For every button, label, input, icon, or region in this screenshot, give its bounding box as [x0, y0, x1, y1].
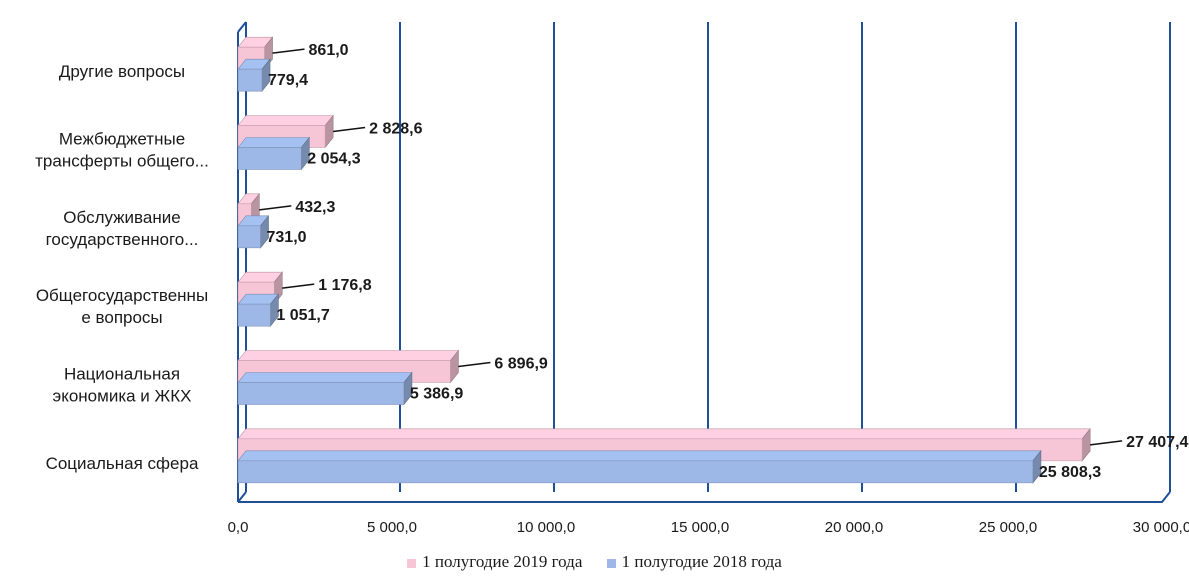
value-label-2019: 2 828,6 — [369, 121, 422, 138]
x-tick-label: 10 000,0 — [517, 519, 575, 536]
category-label: Обслуживание — [63, 208, 180, 227]
bar-top-face — [237, 450, 1042, 462]
leader-line — [259, 205, 292, 211]
bar-top-face — [237, 428, 1091, 440]
bar-chart: Другие вопросы Межбюджетные трансферты общ… — [35, 21, 1189, 536]
bar-top-face — [237, 137, 310, 148]
value-label-2018: 1 051,7 — [276, 307, 329, 324]
category-label: экономика и ЖКХ — [53, 387, 192, 406]
tick-labels: 0,0 5 000,0 10 000,0 15 000,0 20 000,0 25 000… — [228, 519, 1189, 536]
category-label: Межбюджетные — [59, 130, 185, 149]
legend-item-2018: 1 полугодие 2018 года — [606, 552, 782, 572]
value-label-2018: 779,4 — [268, 72, 308, 89]
leader-line — [282, 283, 315, 289]
bar-top-face — [237, 350, 460, 361]
legend-swatch-2018 — [606, 558, 616, 568]
value-label-2018: 25 808,3 — [1039, 464, 1101, 481]
bar-2018 — [237, 225, 261, 249]
legend: 1 полугодие 2019 года 1 полугодие 2018 г… — [0, 552, 1189, 572]
x-tick-label: 20 000,0 — [825, 519, 883, 536]
x-tick-label: 15 000,0 — [671, 519, 729, 536]
value-label-2019: 6 896,9 — [494, 356, 547, 373]
legend-item-2019: 1 полугодие 2019 года — [407, 552, 582, 572]
value-label-2018: 5 386,9 — [410, 386, 463, 403]
category-labels: Другие вопросы Межбюджетные трансферты общ… — [35, 62, 209, 473]
category-label: Национальная — [64, 365, 180, 384]
category-label: Общегосударственны — [36, 286, 208, 305]
value-label-2019: 27 407,4 — [1126, 434, 1188, 451]
bar-2018 — [237, 382, 405, 405]
category-label: трансферты общего... — [35, 152, 209, 171]
leader-line — [272, 48, 305, 54]
category-label: е вопросы — [81, 308, 162, 327]
x-tick-label: 5 000,0 — [367, 519, 417, 536]
value-label-2018: 2 054,3 — [307, 151, 360, 168]
bar-2018 — [237, 147, 302, 170]
value-label-2018: 731,0 — [267, 229, 307, 246]
bars — [237, 36, 1091, 484]
bar-top-face — [237, 115, 334, 126]
category-label: Другие вопросы — [59, 62, 185, 81]
legend-swatch-2019 — [407, 558, 417, 568]
bar-2018 — [237, 68, 263, 92]
bar-top-face — [237, 372, 413, 383]
x-axis-floor — [238, 491, 1171, 503]
x-tick-label: 0,0 — [228, 519, 249, 536]
category-label: Социальная сфера — [46, 454, 199, 473]
floor-depth — [237, 491, 247, 503]
legend-label-2018: 1 полугодие 2018 года — [621, 552, 782, 571]
x-tick-label: 30 000,0 — [1133, 519, 1189, 536]
chart-axes — [237, 21, 1171, 503]
bar-2018 — [237, 303, 271, 327]
legend-label-2019: 1 полугодие 2019 года — [422, 552, 583, 571]
value-label-2019: 432,3 — [295, 199, 335, 216]
leader-line — [1090, 440, 1123, 446]
bar-2018 — [237, 460, 1034, 484]
y-axis-depth — [237, 21, 247, 33]
leader-line — [458, 361, 491, 368]
leader-line — [333, 126, 366, 133]
x-tick-label: 25 000,0 — [979, 519, 1037, 536]
gridlines — [399, 22, 1171, 492]
value-label-2019: 861,0 — [309, 42, 349, 59]
value-label-2019: 1 176,8 — [318, 277, 371, 294]
category-label: государственного... — [46, 230, 199, 249]
